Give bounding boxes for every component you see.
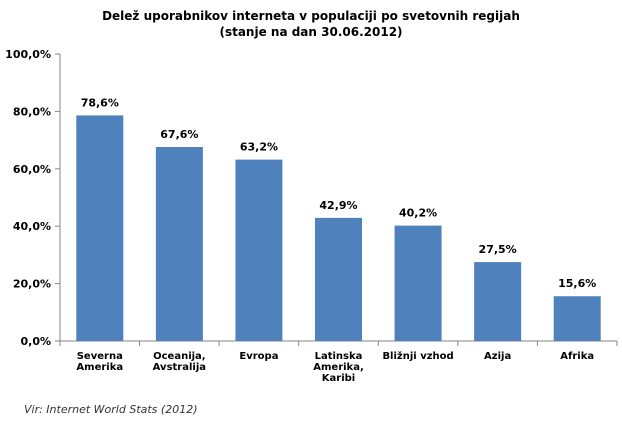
x-tick-label: Severna Amerika	[76, 351, 123, 373]
y-tick-label: 100,0%	[5, 48, 51, 61]
x-tick-label: Afrika	[560, 351, 594, 362]
x-tick-label: Latinska Amerika, Karibi	[313, 351, 364, 384]
bar	[474, 262, 522, 341]
data-label: 42,9%	[319, 199, 357, 212]
bar	[394, 225, 442, 341]
bar	[155, 146, 203, 341]
x-tick-label: Bližnji vzhod	[382, 350, 453, 362]
chart-subtitle: (stanje na dan 30.06.2012)	[219, 25, 403, 39]
y-tick-label: 20,0%	[13, 278, 51, 291]
source-note: Vir: Internet World Stats (2012)	[24, 403, 198, 416]
y-tick-label: 40,0%	[13, 220, 51, 233]
data-label: 78,6%	[81, 96, 119, 109]
data-label: 67,6%	[160, 128, 198, 141]
bar	[553, 296, 601, 341]
y-tick-label: 0,0%	[20, 335, 51, 348]
bar	[235, 159, 283, 341]
data-label: 15,6%	[558, 277, 596, 290]
data-label: 63,2%	[240, 141, 278, 154]
x-tick-label: Oceanija, Avstralija	[153, 351, 206, 373]
x-tick-label: Azija	[484, 351, 511, 362]
y-tick-label: 80,0%	[13, 105, 51, 118]
data-label: 27,5%	[479, 243, 517, 256]
y-tick-label: 60,0%	[13, 163, 51, 176]
bar	[315, 217, 362, 341]
bar	[76, 115, 124, 341]
x-tick-label: Evropa	[239, 351, 278, 362]
data-label: 40,2%	[399, 207, 437, 220]
chart-title: Delež uporabnikov interneta v populaciji…	[102, 9, 520, 23]
